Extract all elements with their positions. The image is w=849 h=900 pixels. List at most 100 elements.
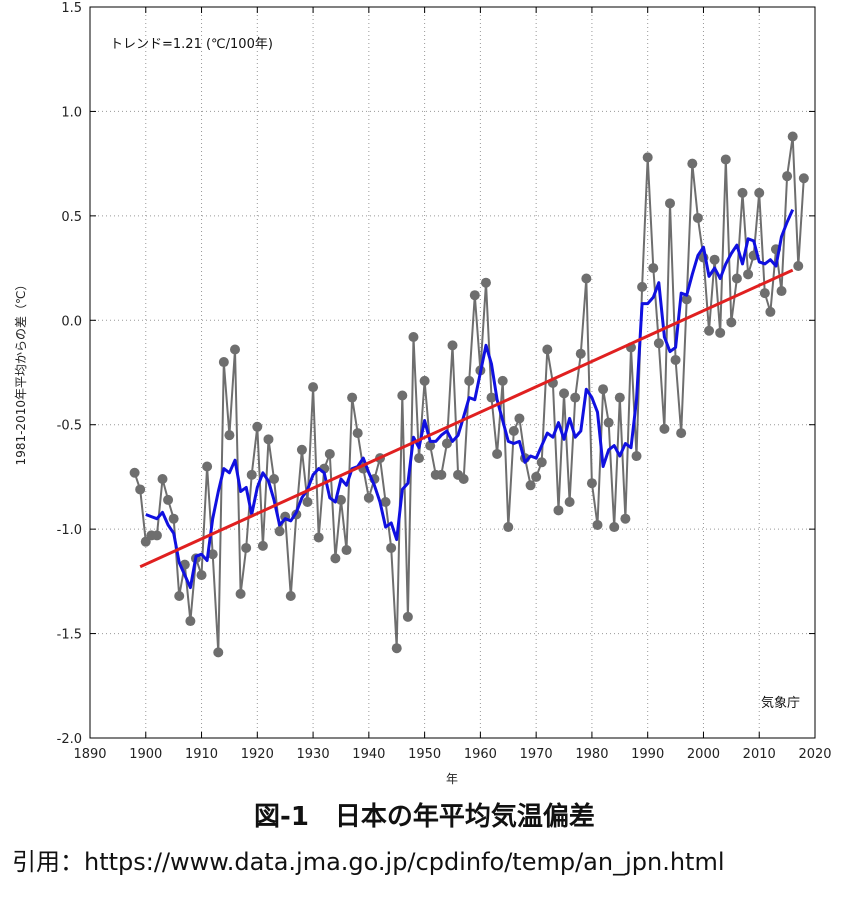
annual-point (525, 480, 536, 491)
annual-point (408, 331, 419, 342)
annual-point (737, 187, 748, 198)
annual-point (302, 496, 313, 507)
annual-point (754, 187, 765, 198)
annual-point (787, 131, 798, 142)
annual-point (486, 392, 497, 403)
annual-point (581, 273, 592, 284)
annual-point (230, 344, 240, 355)
x-tick-label: 2010 (743, 747, 776, 762)
annual-point (135, 484, 146, 495)
annual-point (151, 530, 162, 541)
annual-point (347, 392, 358, 403)
annual-point (324, 448, 335, 459)
annual-point (503, 522, 514, 533)
annual-point (425, 440, 436, 451)
x-tick-label: 1970 (520, 747, 553, 762)
x-tick-label: 1920 (241, 747, 274, 762)
annual-point (676, 428, 687, 439)
annual-point (536, 457, 547, 468)
x-tick-label: 1940 (352, 747, 385, 762)
annual-point (436, 469, 447, 480)
y-tick-label: 1.0 (61, 105, 82, 120)
annual-point (263, 434, 274, 445)
x-tick-label: 2000 (687, 747, 720, 762)
y-tick-label: -0.5 (57, 419, 82, 434)
annual-point (609, 522, 620, 533)
moving-average-series (145, 208, 795, 590)
annual-point (659, 423, 670, 434)
x-tick-label: 1990 (631, 747, 664, 762)
x-axis-ticks: 1890 1900 1910 1920 1930 1940 1950 1960 1970 1980… (73, 7, 832, 762)
annual-point (798, 173, 809, 184)
figure-caption-title: 図-1 日本の年平均気温偏差 (254, 802, 595, 832)
annual-point (709, 254, 720, 265)
annual-point (514, 413, 525, 424)
annual-point (274, 526, 285, 537)
annual-point (402, 611, 413, 622)
annual-point (257, 540, 268, 551)
annual-point (335, 494, 346, 505)
annual-point (380, 496, 391, 507)
x-tick-label: 1950 (408, 747, 441, 762)
annual-point (213, 647, 224, 658)
y-tick-label: 1.5 (61, 1, 82, 16)
y-tick-label: -2.0 (57, 732, 82, 747)
annual-point (246, 469, 257, 480)
annual-point (224, 430, 235, 441)
figure-caption-source: 引用：https://www.data.jma.go.jp/cpdinfo/te… (12, 848, 725, 876)
annual-point (614, 392, 625, 403)
annual-point (296, 444, 307, 455)
annual-point (620, 513, 631, 524)
annual-point (586, 478, 597, 489)
annual-point (653, 338, 664, 349)
annual-point (592, 519, 603, 530)
annual-point (603, 417, 614, 428)
annual-point (174, 590, 185, 601)
annual-point (726, 317, 737, 328)
annual-point (531, 471, 542, 482)
annual-point (157, 474, 168, 485)
annual-point (480, 277, 491, 288)
annual-point (341, 545, 352, 556)
annual-point (163, 494, 174, 505)
annual-point (464, 375, 475, 386)
moving-average-line (145, 208, 795, 590)
annual-point (704, 325, 715, 336)
annual-point (720, 154, 731, 165)
annual-point (648, 263, 659, 274)
annual-point (508, 425, 519, 436)
y-axis-label: 1981-2010年平均からの差（℃） (14, 279, 28, 466)
annual-point (202, 461, 213, 472)
annual-point (458, 474, 469, 485)
trend-line (139, 268, 794, 569)
annual-point (598, 384, 609, 395)
annual-point (564, 496, 575, 507)
annual-point (637, 281, 648, 292)
y-tick-label: 0.5 (61, 210, 82, 225)
annual-point (386, 542, 397, 553)
y-tick-label: -1.5 (57, 628, 82, 643)
annual-point (782, 171, 793, 182)
plot-background (90, 7, 815, 738)
plot-frame (89, 6, 816, 739)
annual-point (447, 340, 458, 351)
annual-point (168, 513, 179, 524)
annual-point (397, 390, 408, 401)
x-tick-label: 1890 (73, 747, 106, 762)
annual-point (363, 492, 374, 503)
x-tick-label: 1910 (185, 747, 218, 762)
annual-point (759, 288, 770, 299)
chart: 1890 1900 1910 1920 1930 1940 1950 1960 1970 1980… (14, 1, 832, 786)
y-tick-label: -1.0 (57, 523, 82, 538)
annual-point (185, 616, 196, 627)
annual-point (731, 273, 742, 284)
annual-point (642, 152, 653, 163)
annual-point (285, 590, 296, 601)
y-tick-label: 0.0 (61, 314, 82, 329)
credit-label: 気象庁 (761, 695, 800, 711)
annual-point (218, 357, 229, 368)
annual-point (252, 421, 263, 432)
annual-point (793, 260, 804, 271)
annual-point (492, 448, 503, 459)
trend-series (139, 268, 794, 569)
